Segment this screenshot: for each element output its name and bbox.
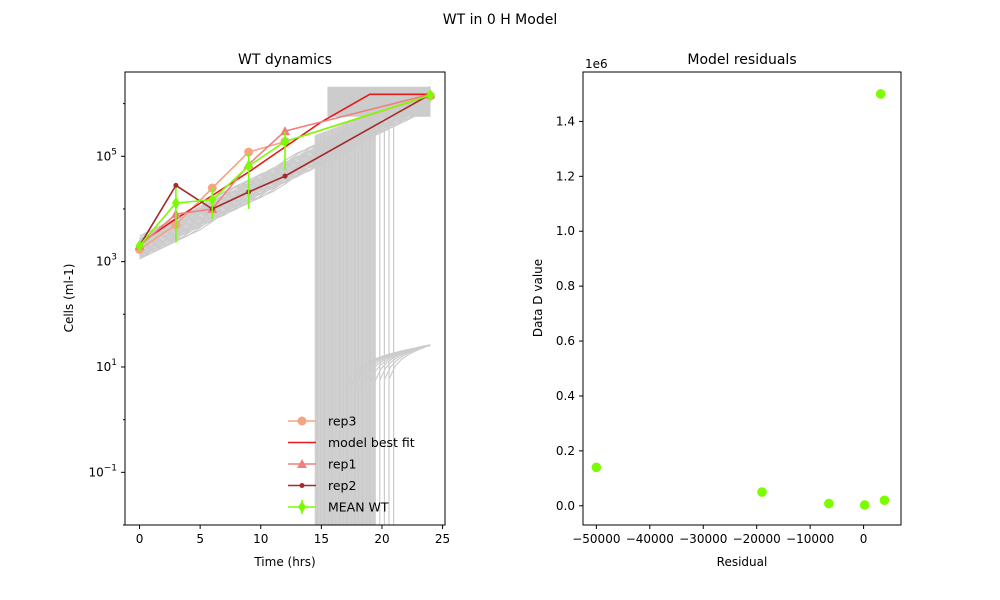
data-point bbox=[281, 135, 289, 148]
residual-point bbox=[875, 89, 886, 99]
y-tick-label: 103 bbox=[96, 253, 117, 269]
data-point bbox=[244, 147, 254, 157]
y-tick-label: 0.6 bbox=[556, 334, 575, 348]
legend-item: model best fit bbox=[288, 435, 415, 450]
residual-point bbox=[824, 498, 834, 509]
legend: rep3 model best fit rep1 rep2 MEAN WT bbox=[288, 414, 415, 515]
data-point bbox=[208, 193, 217, 206]
y-tick-label: 1.0 bbox=[556, 224, 575, 238]
legend-label: rep3 bbox=[328, 414, 356, 429]
residual-point bbox=[859, 500, 870, 510]
y-tick-label: 105 bbox=[96, 147, 117, 163]
y-tick-label: 0.2 bbox=[556, 444, 575, 458]
x-tick-label: −10000 bbox=[786, 532, 834, 546]
data-point bbox=[299, 483, 305, 488]
legend-label: rep2 bbox=[328, 478, 356, 493]
data-point bbox=[244, 160, 253, 173]
x-tick-label: −30000 bbox=[679, 532, 727, 546]
left-y-axis-label: Cells (ml-1) bbox=[62, 264, 76, 333]
y-tick-label: 10−1 bbox=[88, 463, 117, 479]
x-tick-label: 25 bbox=[435, 532, 450, 546]
series-line bbox=[138, 93, 431, 247]
data-point bbox=[298, 501, 306, 513]
data-point bbox=[297, 459, 307, 468]
x-ticks: −50000 −40000 −30000 −20000 −10000 0 bbox=[572, 525, 867, 546]
right-chart: −50000 −40000 −30000 −20000 −10000 0 0.00.20.… bbox=[531, 52, 902, 569]
data-point bbox=[282, 173, 288, 179]
series-mean-wt bbox=[135, 89, 435, 252]
legend-item: rep2 bbox=[288, 478, 356, 493]
simulation-trace bbox=[383, 345, 427, 380]
left-chart: 0 5 10 15 20 25 10−1 101 103 105 WT dynamics Tim… bbox=[62, 52, 450, 569]
x-tick-label: 15 bbox=[314, 532, 329, 546]
x-tick-label: 5 bbox=[196, 532, 204, 546]
residual-point bbox=[757, 487, 767, 497]
simulation-trace bbox=[388, 346, 426, 379]
x-tick-label: 20 bbox=[374, 532, 389, 546]
right-y-offset-label: 1e6 bbox=[585, 57, 608, 71]
left-axes-frame bbox=[124, 71, 446, 526]
figure-title: WT in 0 H Model bbox=[443, 12, 557, 28]
x-tick-label: −50000 bbox=[572, 532, 620, 546]
left-x-axis-label: Time (hrs) bbox=[253, 555, 315, 569]
x-tick-label: −20000 bbox=[733, 532, 781, 546]
y-tick-label: 0.0 bbox=[556, 499, 575, 513]
legend-label: MEAN WT bbox=[328, 500, 389, 515]
series-line bbox=[138, 93, 431, 247]
data-point bbox=[426, 89, 435, 102]
series-line bbox=[138, 94, 431, 247]
residual-point bbox=[879, 495, 890, 506]
residual-points bbox=[591, 89, 890, 510]
legend-label: rep1 bbox=[328, 457, 356, 472]
series-line bbox=[139, 93, 431, 245]
series-layer bbox=[134, 89, 436, 254]
data-point bbox=[280, 126, 290, 136]
legend-label: model best fit bbox=[328, 435, 415, 450]
x-tick-label: 10 bbox=[253, 532, 268, 546]
data-point bbox=[135, 239, 144, 252]
y-ticks: 10−1 101 103 105 bbox=[88, 103, 125, 526]
residual-point bbox=[591, 462, 602, 473]
right-axes-frame bbox=[582, 71, 902, 526]
legend-item: rep1 bbox=[288, 457, 356, 472]
x-tick-label: −40000 bbox=[626, 532, 674, 546]
data-point bbox=[173, 182, 179, 188]
y-tick-label: 0.4 bbox=[556, 389, 575, 403]
legend-item: MEAN WT bbox=[288, 500, 389, 515]
data-point bbox=[297, 416, 307, 426]
y-ticks: 0.0 0.2 0.4 0.6 0.8 1.0 1.2 1.4 bbox=[556, 114, 583, 513]
legend-item: rep3 bbox=[288, 414, 356, 429]
x-tick-label: 0 bbox=[860, 532, 868, 546]
right-chart-title: Model residuals bbox=[687, 52, 796, 68]
y-tick-label: 1.4 bbox=[556, 114, 575, 128]
y-tick-label: 1.2 bbox=[556, 169, 575, 183]
right-y-axis-label: Data D value bbox=[531, 259, 545, 337]
series-model-best-fit bbox=[139, 93, 431, 245]
x-ticks: 0 5 10 15 20 25 bbox=[136, 525, 450, 546]
x-tick-label: 0 bbox=[136, 532, 144, 546]
y-tick-label: 0.8 bbox=[556, 279, 575, 293]
right-x-axis-label: Residual bbox=[717, 555, 768, 569]
left-chart-title: WT dynamics bbox=[238, 52, 332, 68]
y-tick-label: 101 bbox=[96, 358, 117, 374]
data-point bbox=[171, 196, 180, 209]
